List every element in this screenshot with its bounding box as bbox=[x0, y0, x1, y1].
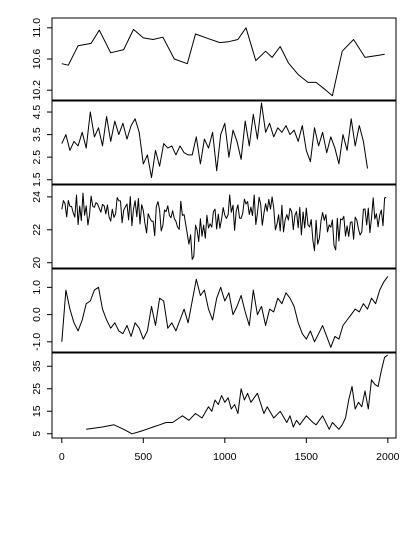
panel-frame bbox=[51, 184, 397, 269]
series-line-4 bbox=[61, 276, 389, 348]
y-tick-label: 1.5 bbox=[31, 172, 43, 187]
chart-panels: 10.2 10.6 11.0 1.5 2.5 3.5 4.5 20 22 24 -1.0 0.0 1.0… bbox=[31, 17, 397, 439]
y-tick-label: 5 bbox=[31, 431, 43, 437]
y-tick-label: 4.5 bbox=[31, 105, 43, 120]
y-tick-label: 10.6 bbox=[31, 49, 43, 70]
y-tick-label: -1.0 bbox=[31, 333, 43, 351]
panel-frame bbox=[51, 268, 397, 353]
panel-1: 10.2 10.6 11.0 bbox=[31, 17, 397, 101]
y-tick-label: 22 bbox=[31, 224, 43, 236]
y-tick-label: 35 bbox=[31, 360, 43, 372]
y-tick-label: 3.5 bbox=[31, 127, 43, 142]
y-tick-label: 11.0 bbox=[31, 18, 43, 38]
panel-3: 20 22 24 bbox=[31, 184, 397, 269]
panel-frame bbox=[51, 352, 397, 439]
x-tick-label: 500 bbox=[135, 451, 153, 463]
y-tick-label: 0.0 bbox=[31, 307, 43, 322]
series-line-5 bbox=[86, 354, 389, 435]
x-tick-label: 1000 bbox=[213, 451, 237, 463]
panel-frame bbox=[51, 100, 397, 185]
y-tick-label: 2.5 bbox=[31, 150, 43, 165]
y-tick-label: 20 bbox=[31, 257, 43, 269]
x-tick-label: 2000 bbox=[376, 451, 400, 463]
series-line-1 bbox=[61, 27, 385, 97]
y-tick-label: 24 bbox=[31, 191, 43, 203]
y-tick-label: 10.2 bbox=[31, 80, 43, 101]
y-tick-label: 15 bbox=[31, 405, 43, 417]
x-axis: 0 500 1000 1500 2000 bbox=[59, 437, 400, 463]
series-line-2 bbox=[61, 102, 368, 178]
panel-5: 5 15 25 35 bbox=[31, 352, 397, 439]
panel-2: 1.5 2.5 3.5 4.5 bbox=[31, 100, 397, 187]
x-tick-label: 1500 bbox=[295, 451, 319, 463]
y-tick-label: 25 bbox=[31, 383, 43, 395]
y-tick-label: 1.0 bbox=[31, 280, 43, 295]
series-line-3 bbox=[61, 192, 387, 260]
panel-4: -1.0 0.0 1.0 bbox=[31, 268, 397, 353]
panel-frame bbox=[51, 17, 397, 101]
x-tick-label: 0 bbox=[59, 451, 65, 463]
